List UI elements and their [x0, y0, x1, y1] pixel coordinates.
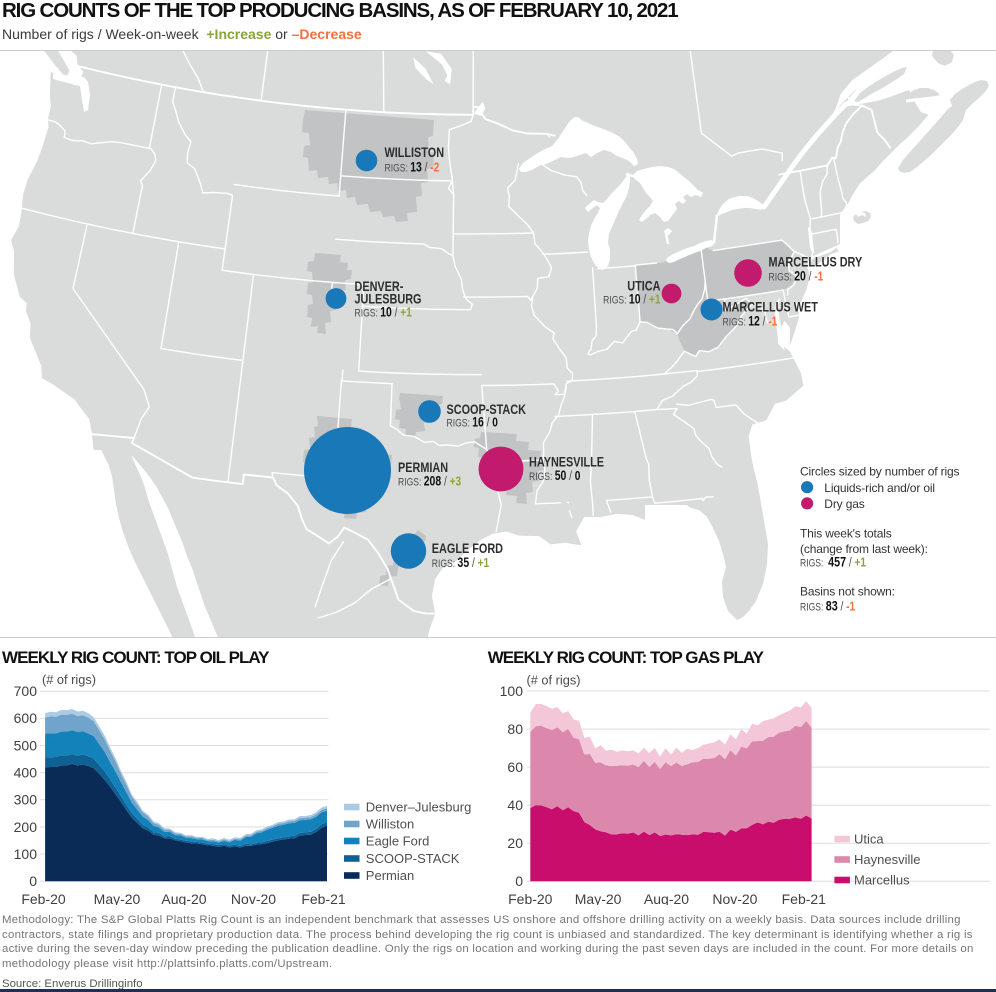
- svg-text:Marcellus: Marcellus: [854, 873, 910, 888]
- svg-text:Liquids-rich and/or oil: Liquids-rich and/or oil: [824, 481, 935, 495]
- svg-text:RIGS: 13 / -2: RIGS: 13 / -2: [385, 159, 440, 175]
- svg-text:20: 20: [507, 835, 523, 851]
- svg-text:(# of rigs): (# of rigs): [42, 672, 96, 687]
- svg-text:RIGS: 35 / +1: RIGS: 35 / +1: [432, 555, 490, 571]
- svg-text:RIGS: 12 / -1: RIGS: 12 / -1: [723, 313, 778, 329]
- svg-text:0: 0: [29, 873, 37, 889]
- svg-text:Aug-20: Aug-20: [644, 891, 689, 905]
- svg-text:Eagle Ford: Eagle Ford: [366, 834, 430, 849]
- svg-text:WEEKLY RIG COUNT: TOP OIL PLAY: WEEKLY RIG COUNT: TOP OIL PLAY: [2, 648, 270, 667]
- svg-text:Feb-20: Feb-20: [21, 891, 66, 905]
- svg-text:HAYNESVILLE: HAYNESVILLE: [529, 454, 604, 469]
- svg-text:RIGS: 20 / -1: RIGS: 20 / -1: [769, 268, 824, 284]
- svg-text:PERMIAN: PERMIAN: [398, 460, 448, 475]
- svg-text:300: 300: [14, 792, 38, 808]
- svg-text:This week's totals: This week's totals: [800, 527, 892, 541]
- svg-text:60: 60: [507, 759, 523, 775]
- svg-text:Circles sized by number of rig: Circles sized by number of rigs: [800, 465, 960, 479]
- svg-text:UTICA: UTICA: [627, 278, 660, 293]
- svg-text:500: 500: [14, 737, 38, 753]
- svg-text:DENVER-: DENVER-: [355, 279, 404, 294]
- svg-text:EAGLE FORD: EAGLE FORD: [432, 541, 503, 556]
- svg-text:700: 700: [14, 683, 38, 699]
- svg-text:80: 80: [507, 721, 523, 737]
- svg-text:Aug-20: Aug-20: [161, 891, 206, 905]
- svg-text:JULESBURG: JULESBURG: [355, 291, 422, 306]
- svg-text:40: 40: [507, 797, 523, 813]
- svg-text:Dry gas: Dry gas: [824, 497, 864, 511]
- svg-text:RIGS: 50 / 0: RIGS: 50 / 0: [529, 468, 580, 484]
- svg-text:WILLISTON: WILLISTON: [385, 145, 445, 160]
- svg-text:Utica: Utica: [854, 832, 884, 847]
- svg-text:100: 100: [500, 683, 524, 699]
- svg-text:Feb-21: Feb-21: [782, 891, 827, 905]
- svg-text:May-20: May-20: [94, 891, 141, 905]
- svg-text:Haynesville: Haynesville: [854, 852, 920, 867]
- svg-text:Feb-21: Feb-21: [301, 891, 346, 905]
- svg-text:RIGS: 16 / 0: RIGS: 16 / 0: [447, 414, 498, 430]
- svg-text:RIGS: 208 / +3: RIGS: 208 / +3: [398, 473, 462, 489]
- svg-text:100: 100: [14, 846, 38, 862]
- svg-text:MARCELLUS WET: MARCELLUS WET: [723, 299, 819, 314]
- svg-text:(# of rigs): (# of rigs): [527, 673, 581, 688]
- svg-text:400: 400: [14, 765, 38, 781]
- svg-text:RIGS: 83 / -1: RIGS: 83 / -1: [800, 598, 856, 614]
- svg-text:May-20: May-20: [575, 891, 622, 905]
- svg-text:Nov-20: Nov-20: [231, 891, 276, 905]
- svg-text:SCOOP-STACK: SCOOP-STACK: [366, 851, 460, 866]
- svg-text:RIGS: 10 / +1: RIGS: 10 / +1: [603, 291, 661, 307]
- svg-text:200: 200: [14, 819, 38, 835]
- svg-text:MARCELLUS DRY: MARCELLUS DRY: [769, 254, 863, 269]
- svg-text:Nov-20: Nov-20: [712, 891, 757, 905]
- svg-text:Denver–Julesburg: Denver–Julesburg: [366, 800, 472, 815]
- svg-text:Williston: Williston: [366, 817, 414, 832]
- svg-text:Feb-20: Feb-20: [508, 891, 553, 905]
- svg-text:600: 600: [14, 710, 38, 726]
- svg-text:(change from last week):: (change from last week):: [800, 542, 928, 556]
- svg-text:Permian: Permian: [366, 868, 414, 883]
- svg-text:RIGS: 457 / +1: RIGS: 457 / +1: [800, 554, 866, 570]
- svg-text:Basins not shown:: Basins not shown:: [800, 585, 895, 599]
- svg-text:WEEKLY RIG COUNT: TOP GAS PLAY: WEEKLY RIG COUNT: TOP GAS PLAY: [488, 648, 765, 667]
- svg-text:RIGS: 10 / +1: RIGS: 10 / +1: [355, 304, 413, 320]
- svg-text:0: 0: [515, 873, 523, 889]
- svg-text:SCOOP-STACK: SCOOP-STACK: [447, 402, 527, 417]
